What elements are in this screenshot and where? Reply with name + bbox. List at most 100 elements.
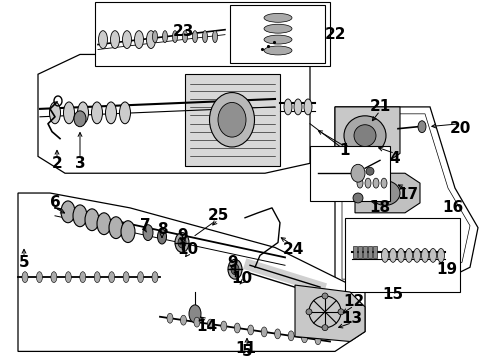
Text: 2: 2 [51,156,62,171]
Ellipse shape [98,31,107,49]
Ellipse shape [210,93,254,147]
Polygon shape [185,74,280,166]
Ellipse shape [264,13,292,22]
Text: 9: 9 [228,255,238,270]
Ellipse shape [175,233,189,252]
Text: 15: 15 [382,288,404,302]
Ellipse shape [134,31,144,49]
Bar [310,147,390,201]
Ellipse shape [406,248,413,262]
Ellipse shape [264,24,292,33]
Ellipse shape [264,35,292,44]
Ellipse shape [421,248,428,262]
Ellipse shape [397,248,405,262]
Text: 11: 11 [236,341,256,356]
Ellipse shape [180,315,187,325]
Ellipse shape [22,272,28,283]
Polygon shape [335,107,478,287]
Ellipse shape [61,201,75,223]
Ellipse shape [120,102,130,124]
Ellipse shape [354,125,376,147]
Bar [358,247,362,258]
Ellipse shape [264,46,292,55]
Ellipse shape [36,272,43,283]
Ellipse shape [189,305,201,323]
Text: 16: 16 [442,201,464,215]
Ellipse shape [344,116,386,156]
Bar [353,247,357,258]
Text: 13: 13 [342,311,363,326]
Ellipse shape [193,31,197,42]
Ellipse shape [288,331,294,341]
Ellipse shape [294,99,302,115]
Ellipse shape [92,102,102,124]
Ellipse shape [304,99,312,115]
Polygon shape [295,285,365,342]
Ellipse shape [143,225,153,240]
Ellipse shape [80,272,86,283]
Ellipse shape [182,31,188,42]
Polygon shape [38,54,310,173]
Ellipse shape [261,327,267,337]
Ellipse shape [414,248,420,262]
Text: 8: 8 [157,222,167,237]
Text: 20: 20 [449,121,471,136]
Bar [345,218,460,292]
Ellipse shape [382,248,389,262]
Ellipse shape [64,102,74,124]
Ellipse shape [194,317,200,327]
Text: 5: 5 [242,344,252,359]
Ellipse shape [85,209,99,231]
Text: 7: 7 [140,218,150,233]
Text: 25: 25 [207,208,229,223]
Ellipse shape [122,31,131,49]
Text: 9: 9 [178,228,188,243]
Ellipse shape [322,293,328,299]
Ellipse shape [202,31,207,42]
Ellipse shape [218,103,246,137]
Ellipse shape [370,181,400,206]
Text: 3: 3 [74,156,85,171]
Text: 10: 10 [177,242,198,257]
Ellipse shape [152,31,157,42]
Ellipse shape [77,102,89,124]
Ellipse shape [322,325,328,330]
Ellipse shape [105,102,117,124]
Text: 22: 22 [324,27,346,42]
Ellipse shape [49,102,60,124]
Bar [373,247,377,258]
Ellipse shape [390,248,396,262]
Ellipse shape [157,229,167,244]
Ellipse shape [51,272,57,283]
Ellipse shape [94,272,100,283]
Ellipse shape [248,325,254,335]
Ellipse shape [234,323,240,333]
Ellipse shape [213,31,218,42]
Polygon shape [335,107,400,163]
Text: 21: 21 [369,99,391,114]
Text: 23: 23 [172,24,194,39]
Ellipse shape [111,31,120,49]
Text: 10: 10 [231,271,252,285]
Text: 17: 17 [397,186,418,202]
Bar [368,247,372,258]
Ellipse shape [301,333,308,343]
Ellipse shape [306,309,312,315]
Ellipse shape [167,313,173,323]
Ellipse shape [97,213,111,235]
Text: 6: 6 [49,195,60,211]
Text: 12: 12 [343,294,365,309]
Ellipse shape [430,248,437,262]
Ellipse shape [109,272,115,283]
Ellipse shape [65,272,72,283]
Ellipse shape [338,309,344,315]
Ellipse shape [373,178,379,188]
Ellipse shape [221,321,227,331]
Ellipse shape [315,335,321,345]
Bar [95,2,330,66]
Ellipse shape [357,178,363,188]
Polygon shape [355,173,420,213]
Ellipse shape [121,221,135,243]
Ellipse shape [207,319,213,329]
Ellipse shape [178,237,186,248]
